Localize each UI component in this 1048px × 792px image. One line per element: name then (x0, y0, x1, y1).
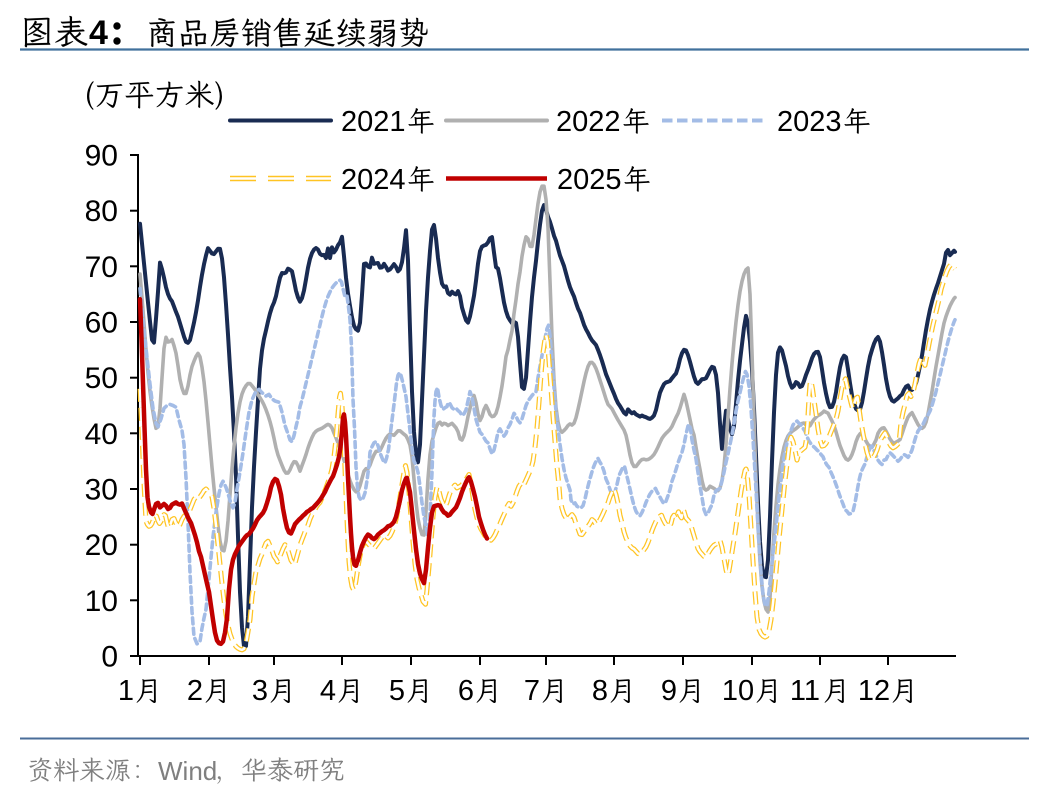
svg-text:11: 11 (790, 675, 820, 707)
svg-text:10: 10 (722, 675, 754, 707)
svg-text:20: 20 (85, 529, 118, 562)
svg-text:2024: 2024 (341, 164, 406, 196)
svg-text:6: 6 (458, 675, 474, 707)
svg-text:1: 1 (118, 675, 134, 707)
svg-text:2022: 2022 (556, 106, 621, 138)
svg-text:4: 4 (320, 675, 336, 707)
svg-text:80: 80 (85, 195, 118, 228)
svg-text:5: 5 (389, 675, 405, 707)
svg-text:2021: 2021 (341, 106, 406, 138)
svg-text:60: 60 (85, 307, 118, 340)
svg-text:0: 0 (101, 641, 118, 674)
svg-text:4: 4 (89, 14, 108, 52)
svg-text:12: 12 (858, 675, 890, 707)
svg-text:10: 10 (85, 585, 118, 618)
svg-text:7: 7 (524, 675, 540, 707)
svg-text:Wind: Wind (158, 756, 217, 786)
svg-text:8: 8 (592, 675, 608, 707)
svg-text:2023: 2023 (777, 106, 842, 138)
svg-text:90: 90 (85, 140, 118, 173)
svg-text:3: 3 (252, 675, 268, 707)
svg-text:40: 40 (85, 418, 118, 451)
svg-text:2025: 2025 (557, 164, 622, 196)
svg-text:9: 9 (661, 675, 677, 707)
svg-text:30: 30 (85, 474, 118, 507)
svg-text:50: 50 (85, 362, 118, 395)
svg-text:70: 70 (85, 251, 118, 284)
svg-text:2: 2 (187, 675, 203, 707)
